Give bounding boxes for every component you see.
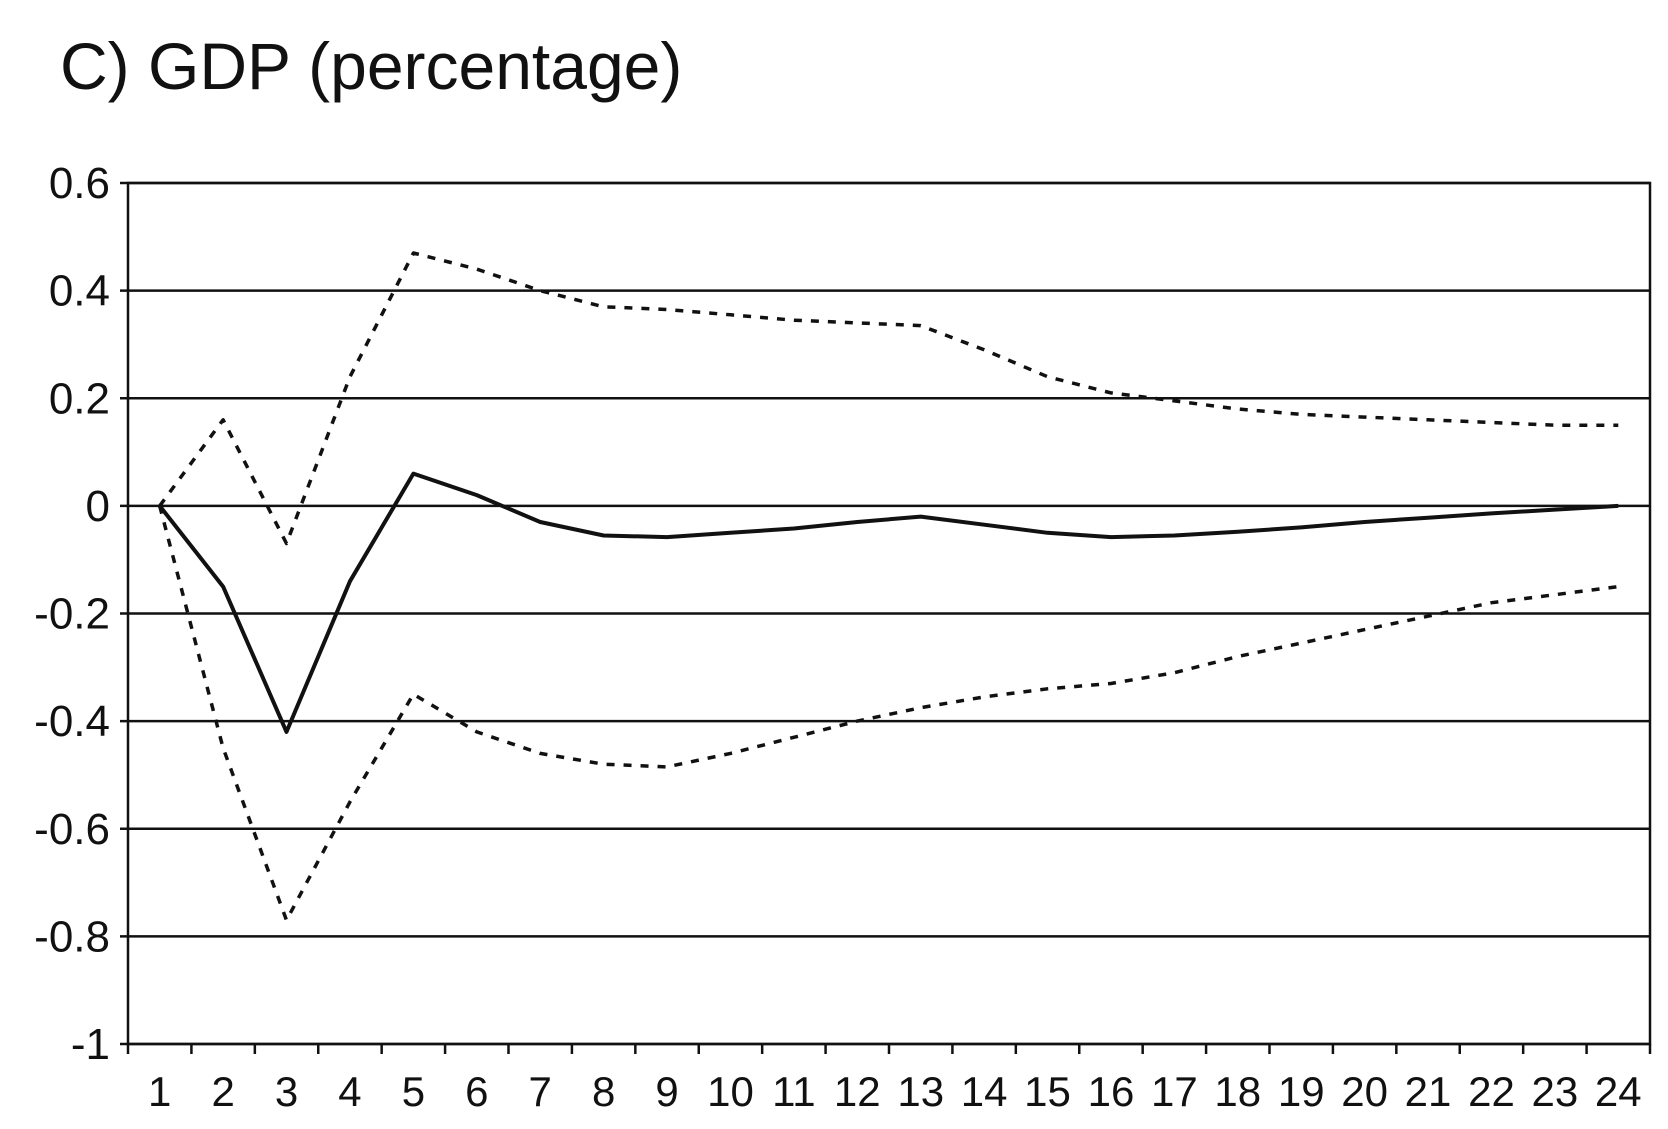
x-tick-label: 10: [707, 1068, 754, 1115]
axes: [120, 181, 1652, 1054]
y-tick-label: -0.4: [34, 697, 110, 746]
x-tick-label: 9: [655, 1068, 678, 1115]
y-tick-label: -0.6: [34, 805, 110, 854]
x-tick-label: 22: [1468, 1068, 1515, 1115]
x-tick-label: 7: [529, 1068, 552, 1115]
chart-title: C) GDP (percentage): [60, 29, 683, 103]
x-tick-label: 15: [1024, 1068, 1071, 1115]
x-tick-label: 17: [1151, 1068, 1198, 1115]
x-tick-label: 18: [1214, 1068, 1261, 1115]
x-tick-label: 19: [1278, 1068, 1325, 1115]
y-tick-label: 0.4: [49, 267, 110, 316]
y-tick-label: 0.6: [49, 159, 110, 208]
x-tick-label: 12: [834, 1068, 881, 1115]
y-tick-label: -1: [71, 1020, 110, 1069]
x-tick-label: 2: [211, 1068, 234, 1115]
x-tick-label: 11: [772, 1068, 816, 1115]
x-tick-label: 20: [1341, 1068, 1388, 1115]
x-tick-label: 13: [897, 1068, 944, 1115]
gdp-response-line: [158, 471, 1619, 734]
y-tick-label: -0.2: [34, 590, 110, 639]
series-lines: [158, 251, 1619, 922]
y-tick-labels: 0.6 0.4 0.2 0 -0.2 -0.4 -0.6 -0.8 -1: [34, 159, 110, 1069]
x-tick-label: 16: [1088, 1068, 1135, 1115]
x-tick-label: 4: [338, 1068, 361, 1115]
y-tick-label: 0: [86, 482, 110, 531]
x-tick-label: 21: [1405, 1068, 1452, 1115]
x-tick-labels: 1 2 3 4 5 6 7 8 9 10 11 12 13 14 15 16 17 18 19 20 21 22 23 24: [148, 1068, 1642, 1115]
x-tick-label: 14: [961, 1068, 1008, 1115]
x-tick-label: 24: [1595, 1068, 1642, 1115]
x-tick-label: 8: [592, 1068, 615, 1115]
lower-band-line: [158, 505, 1619, 922]
y-tick-label: 0.2: [49, 374, 110, 423]
grid-lines: [128, 181, 1650, 1046]
x-tick-label: 3: [275, 1068, 298, 1115]
x-tick-label: 23: [1532, 1068, 1579, 1115]
x-tick-label: 1: [148, 1068, 171, 1115]
y-tick-label: -0.8: [34, 912, 110, 961]
x-tick-label: 6: [465, 1068, 488, 1115]
x-tick-label: 5: [402, 1068, 425, 1115]
